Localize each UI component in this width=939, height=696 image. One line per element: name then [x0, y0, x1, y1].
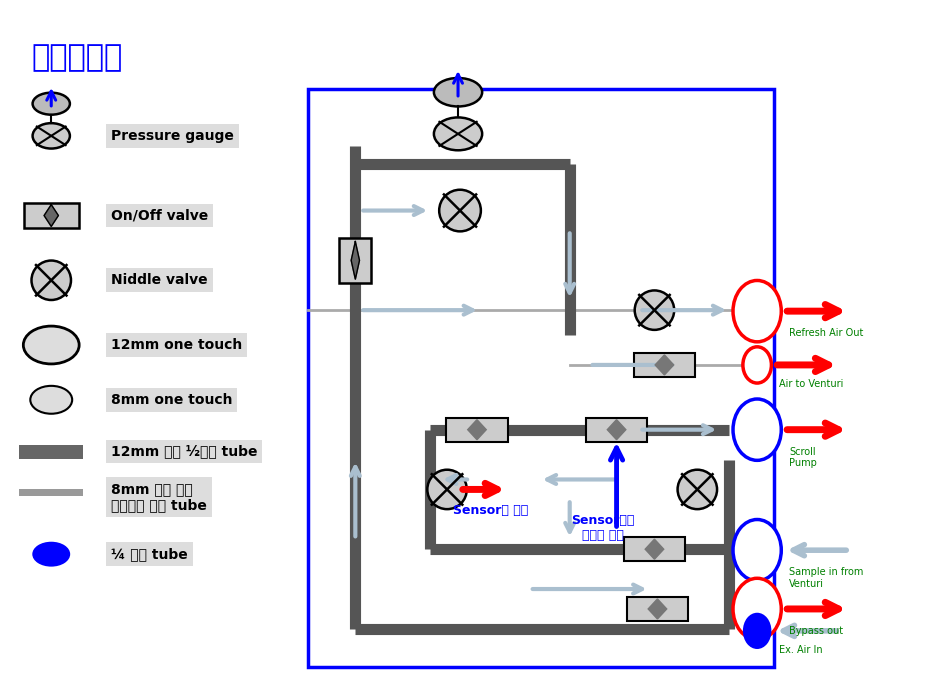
Bar — [20, 445, 84, 459]
Text: Ex. Air In: Ex. Air In — [779, 644, 823, 655]
Text: 8mm one touch: 8mm one touch — [111, 393, 233, 406]
Ellipse shape — [733, 280, 781, 342]
Ellipse shape — [33, 123, 69, 148]
Ellipse shape — [439, 190, 481, 231]
Text: Refresh Air Out: Refresh Air Out — [790, 328, 864, 338]
Polygon shape — [44, 205, 58, 226]
FancyBboxPatch shape — [634, 353, 696, 377]
Text: Sensor에 연결: Sensor에 연결 — [453, 505, 529, 517]
Bar — [20, 489, 84, 496]
Text: 12mm 또는 ½인치 tube: 12mm 또는 ½인치 tube — [111, 445, 257, 459]
FancyBboxPatch shape — [446, 418, 508, 442]
Ellipse shape — [733, 578, 781, 640]
Ellipse shape — [30, 386, 72, 413]
FancyBboxPatch shape — [339, 238, 371, 283]
Ellipse shape — [434, 118, 482, 150]
Text: Niddle valve: Niddle valve — [111, 274, 208, 287]
Text: Scroll
Pump: Scroll Pump — [790, 447, 817, 468]
Bar — [309, 89, 774, 667]
Ellipse shape — [635, 290, 674, 330]
Polygon shape — [655, 355, 673, 375]
Text: On/Off valve: On/Off valve — [111, 209, 208, 223]
Text: Sensor에서
펜프로 연결: Sensor에서 펜프로 연결 — [571, 514, 634, 542]
Text: 12mm one touch: 12mm one touch — [111, 338, 242, 352]
Ellipse shape — [743, 347, 772, 383]
FancyBboxPatch shape — [586, 418, 648, 442]
Ellipse shape — [23, 326, 79, 364]
Ellipse shape — [434, 78, 482, 106]
Ellipse shape — [33, 93, 69, 115]
Text: Sample in from
Venturi: Sample in from Venturi — [790, 567, 864, 589]
Polygon shape — [608, 420, 625, 440]
Ellipse shape — [733, 519, 781, 581]
Text: ¼ 인치 tube: ¼ 인치 tube — [111, 547, 188, 561]
FancyBboxPatch shape — [623, 537, 685, 561]
Ellipse shape — [32, 541, 70, 567]
Polygon shape — [648, 599, 667, 619]
Text: Bypass out: Bypass out — [790, 626, 843, 636]
Ellipse shape — [32, 260, 71, 300]
Ellipse shape — [733, 399, 781, 460]
FancyBboxPatch shape — [626, 597, 688, 621]
Ellipse shape — [678, 470, 717, 509]
Text: Air to Venturi: Air to Venturi — [779, 379, 844, 389]
Text: 8mm 또는 그에
상응하는 인치 tube: 8mm 또는 그에 상응하는 인치 tube — [111, 482, 207, 512]
Text: Pressure gauge: Pressure gauge — [111, 129, 234, 143]
Ellipse shape — [427, 470, 467, 509]
Polygon shape — [351, 242, 360, 279]
FancyBboxPatch shape — [23, 203, 79, 228]
Text: 공압사용시: 공압사용시 — [31, 43, 123, 72]
Polygon shape — [645, 539, 664, 559]
Polygon shape — [468, 420, 486, 440]
Ellipse shape — [743, 612, 772, 649]
